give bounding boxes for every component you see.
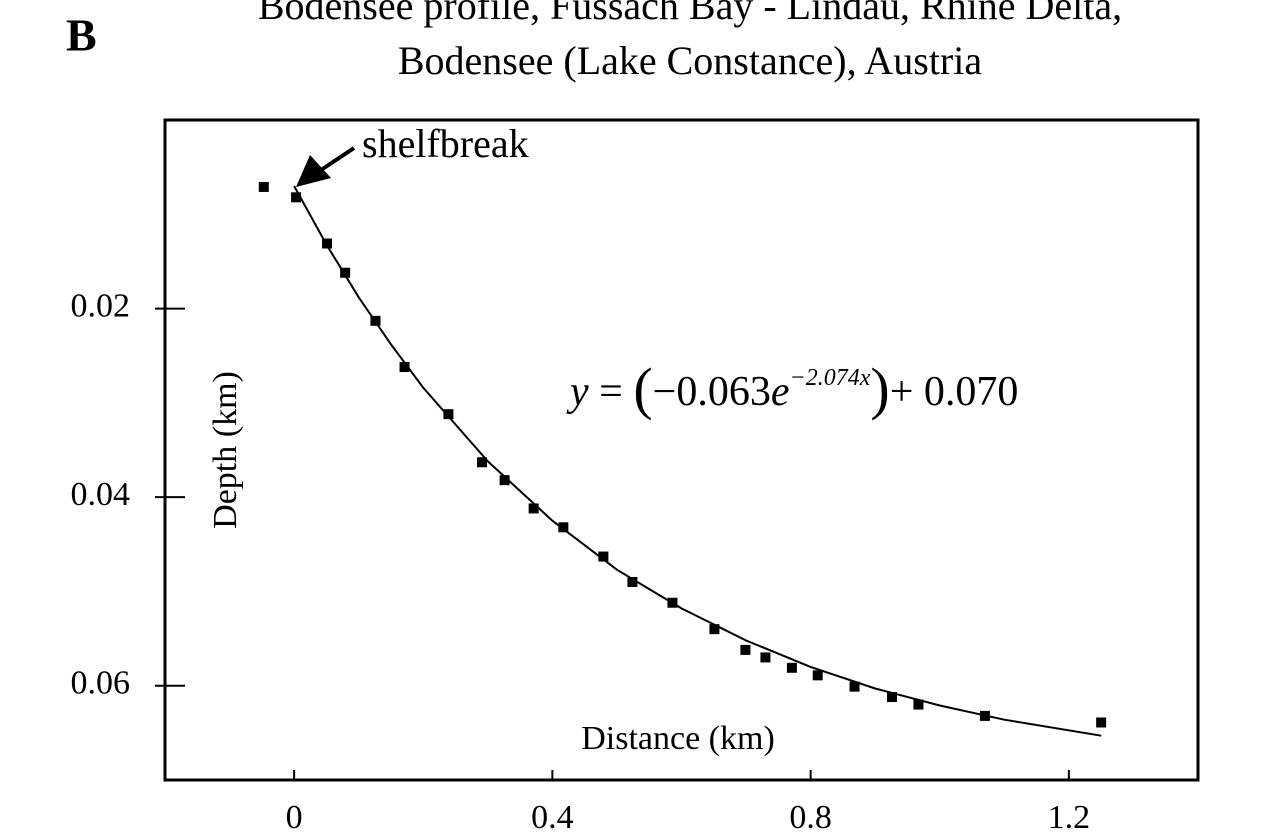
x-tick-label: 0.8 xyxy=(789,799,832,836)
data-point xyxy=(340,267,351,278)
data-point xyxy=(627,577,638,587)
equation-part: −2.074x xyxy=(790,365,871,391)
x-tick-label: 0 xyxy=(286,799,303,836)
annotation-arrowhead xyxy=(296,155,331,187)
data-point xyxy=(598,551,609,562)
data-point xyxy=(812,670,823,681)
y-tick-label: 0.06 xyxy=(71,665,131,702)
x-tick-label: 1.2 xyxy=(1048,799,1091,836)
data-point xyxy=(443,409,454,420)
data-point xyxy=(528,503,539,514)
fit-curve xyxy=(293,185,1102,737)
x-tick-label: 0.4 xyxy=(531,799,574,836)
equation-part: ( xyxy=(633,356,652,421)
equation: y = (−0.063e−2.074x)+ 0.070 xyxy=(566,356,1018,421)
data-point xyxy=(499,475,510,486)
data-point xyxy=(558,522,569,533)
data-point xyxy=(1096,717,1107,728)
chart-title: Bodensee (Lake Constance), Austria xyxy=(398,38,983,83)
data-point xyxy=(849,681,860,692)
x-axis-label: Distance (km) xyxy=(581,720,775,757)
equation-part: y xyxy=(566,369,589,415)
data-point xyxy=(709,624,720,635)
equation-part: ) xyxy=(870,356,889,421)
panel-label: B xyxy=(66,10,97,61)
annotation: shelfbreak xyxy=(362,121,529,166)
data-point xyxy=(760,652,771,663)
data-point xyxy=(740,644,751,655)
y-axis-label: Depth (km) xyxy=(207,371,244,529)
y-tick-label: 0.02 xyxy=(71,287,131,324)
data-point xyxy=(291,192,302,203)
equation-part: = xyxy=(589,369,634,415)
equation-part: e xyxy=(771,369,790,415)
annotation-arrow xyxy=(316,146,356,174)
data-point xyxy=(477,457,488,468)
equation-part: −0.063 xyxy=(653,369,771,415)
chart-title: Bodensee profile, Fussach Bay - Lindau, … xyxy=(258,0,1122,28)
data-point xyxy=(886,692,897,703)
equation-part: + 0.070 xyxy=(890,369,1019,415)
data-point xyxy=(786,662,797,673)
plot-frame xyxy=(163,118,1200,782)
data-point xyxy=(258,181,269,192)
y-tick-label: 0.04 xyxy=(71,476,131,513)
data-point xyxy=(399,362,410,373)
data-point xyxy=(913,699,924,710)
data-point xyxy=(322,238,333,249)
